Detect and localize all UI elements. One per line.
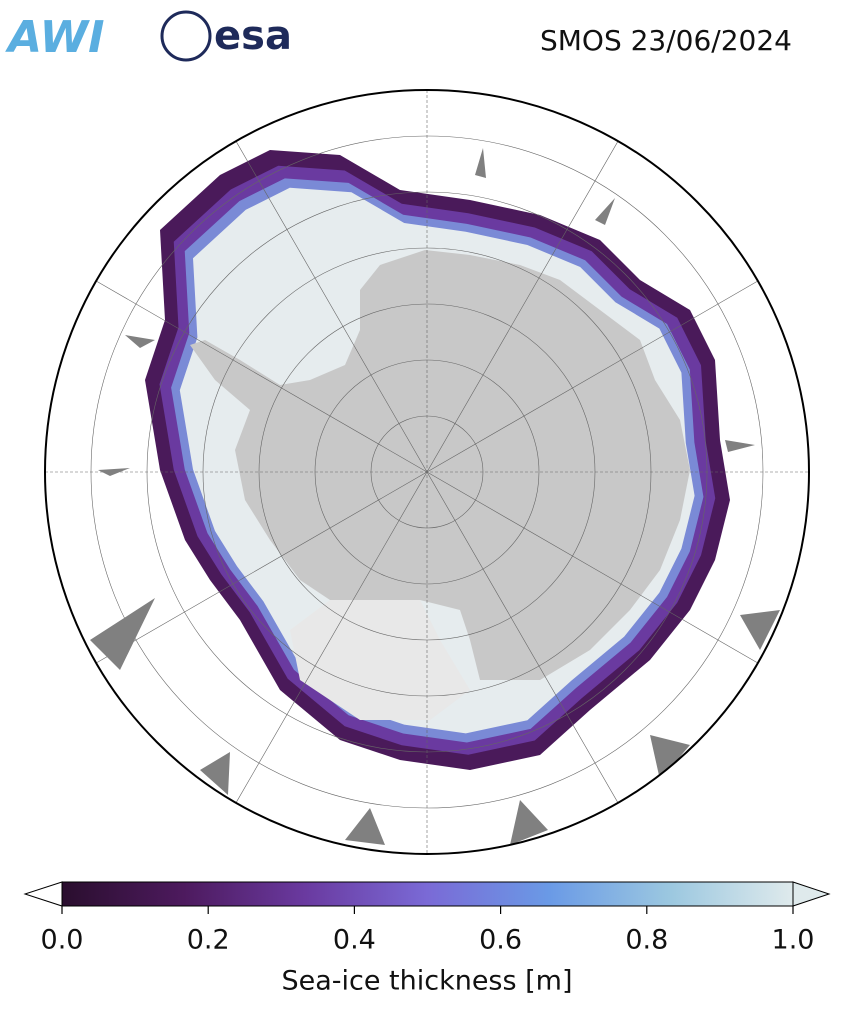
ice-shelf (290, 600, 470, 720)
colorbar-tick-label: 0.8 (625, 925, 668, 956)
esa-emblem (160, 10, 212, 62)
colorbar-tick-label: 0.6 (479, 925, 522, 956)
colorbar-label: Sea-ice thickness [m] (281, 966, 572, 997)
colorbar-tick-label: 0.0 (41, 925, 84, 956)
colorbar-tick-label: 0.4 (333, 925, 376, 956)
colorbar-ticks: 0.0 0.2 0.4 0.6 0.8 1.0 (41, 906, 815, 956)
awi-logo: AWI (5, 12, 105, 63)
map (45, 90, 809, 854)
title: SMOS 23/06/2024 (540, 24, 792, 57)
esa-logo: esa (214, 13, 292, 59)
colorbar-tick-label: 1.0 (772, 925, 815, 956)
graticule (45, 90, 809, 854)
meridian (96, 280, 758, 664)
colorbar-tick-label: 0.2 (187, 925, 230, 956)
map-border (44, 89, 810, 855)
colorbar (61, 881, 794, 907)
antarctica (190, 250, 690, 680)
colorbar-extend-low (23, 881, 63, 907)
colorbar-extend-high (792, 881, 831, 907)
